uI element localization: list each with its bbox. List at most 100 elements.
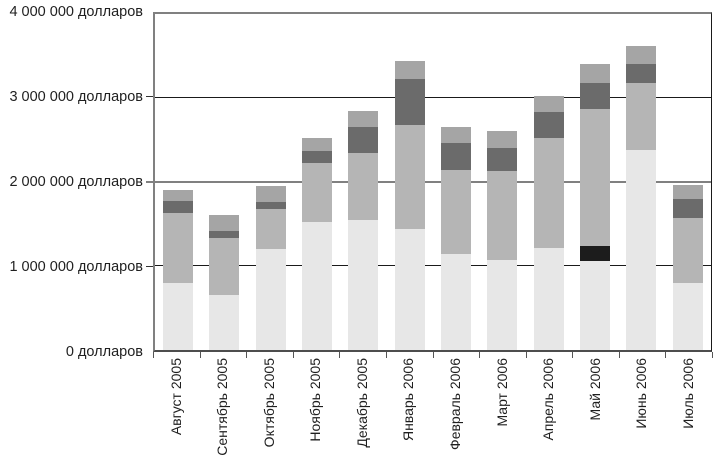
x-label-июль-2006: Июль 2006: [679, 358, 696, 429]
bar-10-series-2-black: [580, 245, 611, 261]
x-label-апрель-2006: Апрель 2006: [540, 358, 557, 441]
x-label-июнь-2006: Июнь 2006: [633, 358, 650, 429]
y-tick-label-2000000: 2 000 000 долларов: [9, 173, 143, 190]
bar-6-январь-2006: [387, 14, 433, 350]
bar-5-декабрь-2005: [340, 14, 386, 350]
x-slot-10: Май 2006: [572, 358, 619, 474]
bar-6-series-1-light-gray: [394, 229, 425, 350]
x-label-май-2006: Май 2006: [586, 358, 603, 421]
bar-5-series-4-dark-gray: [348, 127, 379, 154]
x-slot-4: Ноябрь 2005: [293, 358, 340, 474]
bar-8-март-2006: [479, 14, 525, 350]
x-label-январь-2006: Январь 2006: [400, 358, 417, 442]
y-tick-label-4000000: 4 000 000 долларов: [9, 3, 143, 20]
bar-6-series-4-dark-gray: [394, 78, 425, 125]
x-slot-3: Октябрь 2005: [246, 358, 293, 474]
bar-5-series-1-light-gray: [348, 219, 379, 350]
bar-11-series-5-silver: [626, 45, 657, 64]
bar-11-series-3-medium-gray: [626, 82, 657, 151]
bar-8-series-3-medium-gray: [487, 171, 518, 261]
x-label-март-2006: Март 2006: [493, 358, 510, 427]
x-slot-7: Февраль 2006: [432, 358, 479, 474]
bar-8-series-4-dark-gray: [487, 147, 518, 172]
x-tickmark-7: [479, 352, 481, 358]
bar-12-series-5-silver: [672, 185, 703, 199]
x-tickmark-9: [572, 352, 574, 358]
bar-4-series-4-dark-gray: [302, 150, 333, 163]
bar-12-series-3-medium-gray: [672, 218, 703, 283]
x-slot-1: Август 2005: [153, 358, 200, 474]
x-tickmark-5: [385, 352, 387, 358]
x-label-сентябрь-2005: Сентябрь 2005: [214, 358, 231, 456]
x-tickmark-4: [339, 352, 341, 358]
bar-9-series-5-silver: [533, 96, 564, 113]
x-slot-11: Июнь 2006: [619, 358, 666, 474]
bar-2-series-5-silver: [209, 214, 240, 231]
x-slot-5: Декабрь 2005: [339, 358, 386, 474]
x-tickmark-8: [525, 352, 527, 358]
x-tickmark-10: [618, 352, 620, 358]
y-tick-label-3000000: 3 000 000 долларов: [9, 88, 143, 105]
bar-2-series-3-medium-gray: [209, 238, 240, 295]
x-tickmark-6: [432, 352, 434, 358]
bar-4-series-5-silver: [302, 138, 333, 151]
bar-9-series-4-dark-gray: [533, 112, 564, 139]
bar-1-series-5-silver: [163, 190, 194, 202]
bar-5-series-5-silver: [348, 110, 379, 128]
bar-4-ноябрь-2005: [294, 14, 340, 350]
bar-10-series-3-medium-gray: [580, 108, 611, 246]
plot-inner: [155, 14, 711, 350]
y-axis: 0 долларов 1 000 000 долларов 2 000 000 до…: [0, 0, 153, 476]
bar-3-series-5-silver: [255, 186, 286, 203]
bars-row: [155, 14, 711, 350]
bar-7-series-3-medium-gray: [441, 170, 472, 255]
bar-10-series-5-silver: [580, 63, 611, 83]
gridline-2000000: [155, 181, 711, 183]
bar-3-series-1-light-gray: [255, 249, 286, 350]
bar-10-series-1-light-gray: [580, 260, 611, 350]
bar-1-series-4-dark-gray: [163, 201, 194, 214]
y-tickmark-1000000: [146, 266, 153, 267]
bar-2-series-4-dark-gray: [209, 230, 240, 239]
bar-3-октябрь-2005: [248, 14, 294, 350]
bar-4-series-3-medium-gray: [302, 162, 333, 223]
x-slot-9: Апрель 2006: [526, 358, 573, 474]
gridline-1000000: [155, 265, 711, 266]
x-tickmark-11: [665, 352, 667, 358]
bar-8-series-5-silver: [487, 130, 518, 148]
bar-9-апрель-2006: [526, 14, 572, 350]
bar-2-сентябрь-2005: [201, 14, 247, 350]
bar-7-февраль-2006: [433, 14, 479, 350]
x-slot-2: Сентябрь 2005: [200, 358, 247, 474]
bar-12-июль-2006: [665, 14, 711, 350]
bar-7-series-1-light-gray: [441, 254, 472, 350]
x-slot-8: Март 2006: [479, 358, 526, 474]
x-tickmark-3: [292, 352, 294, 358]
x-label-август-2005: Август 2005: [167, 358, 184, 436]
x-label-ноябрь-2005: Ноябрь 2005: [307, 358, 324, 442]
y-tick-label-1000000: 1 000 000 долларов: [9, 258, 143, 275]
x-tickmark-1: [199, 352, 201, 358]
y-tick-label-0: 0 долларов: [65, 343, 143, 360]
bar-9-series-3-medium-gray: [533, 138, 564, 249]
x-label-февраль-2006: Февраль 2006: [447, 358, 464, 450]
bar-11-июнь-2006: [618, 14, 664, 350]
x-tickmark-0: [153, 352, 154, 358]
bar-1-series-1-light-gray: [163, 282, 194, 350]
x-axis: Август 2005 Сентябрь 2005 Октябрь 2005 Нояб…: [153, 358, 712, 474]
gridline-3000000: [155, 97, 711, 98]
x-tickmark-12: [712, 352, 713, 358]
bar-4-series-1-light-gray: [302, 222, 333, 350]
plot-area: [153, 12, 712, 352]
bar-8-series-1-light-gray: [487, 260, 518, 350]
y-tickmark-3000000: [146, 96, 153, 97]
bar-7-series-4-dark-gray: [441, 143, 472, 171]
bar-3-series-3-medium-gray: [255, 208, 286, 250]
bar-7-series-5-silver: [441, 127, 472, 144]
x-label-октябрь-2005: Октябрь 2005: [260, 358, 277, 448]
y-tickmark-2000000: [146, 181, 153, 183]
bar-6-series-3-medium-gray: [394, 124, 425, 230]
x-slot-12: Июль 2006: [665, 358, 712, 474]
bar-1-август-2005: [155, 14, 201, 350]
